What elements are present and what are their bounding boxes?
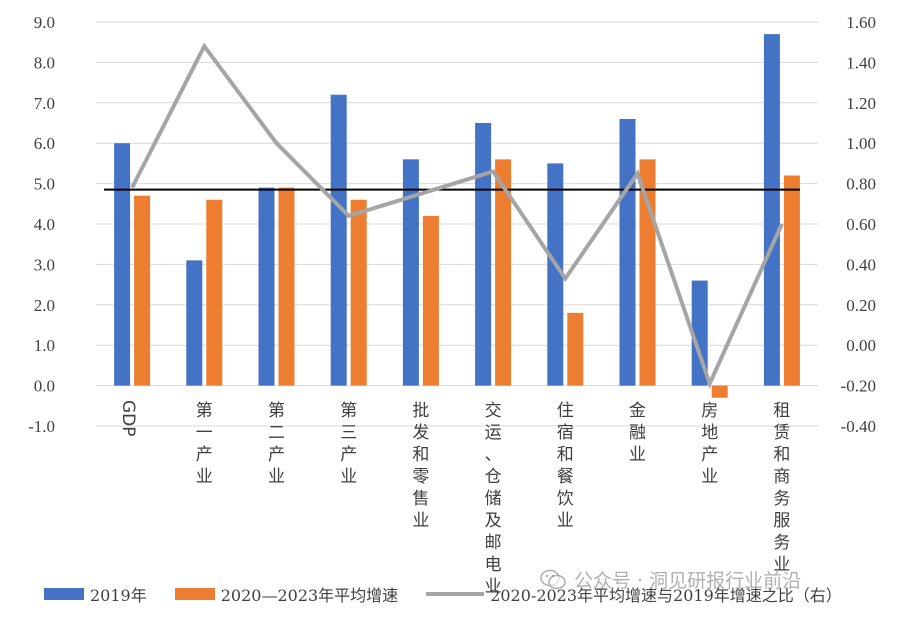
y-left-tick-label: 3.0 [34,255,55,274]
bar [547,163,564,386]
bar [639,159,656,386]
y-left-tick-label: 2.0 [34,296,55,315]
watermark: 公众号 · 洞见研报行业前沿 [540,566,801,593]
watermark-text: 公众号 · 洞见研报行业前沿 [574,570,802,592]
category-label: 交运、仓储及邮电业 [485,401,502,597]
bar [186,260,203,386]
y-left-tick-label: 4.0 [34,215,55,234]
category-label: 第三产业 [340,401,357,487]
legend-item-2019: 2019年 [44,582,147,606]
lines [104,42,800,389]
y-left-tick-label: 8.0 [34,53,55,72]
y-right-tick-label: -0.40 [841,417,876,436]
legend-swatch-blue [44,588,84,600]
category-label: 房地产业 [701,401,718,487]
y-left-tick-label: 7.0 [34,94,55,113]
y-right-tick-label: 1.00 [846,134,876,153]
y-right-tick-label: 0.60 [846,215,876,234]
y-right-tick-label: 0.40 [846,255,876,274]
bar [258,187,275,386]
y-left-tick-label: 6.0 [34,134,55,153]
category-label: 第二产业 [268,401,285,487]
y-right-tick-label: 0.80 [846,175,876,194]
bar [206,199,223,386]
y-right-tick-label: 1.20 [846,94,876,113]
right-axis-ticks: 1.60 1.40 1.20 1.00 0.80 0.60 0.40 0.20 0.00 -0.2… [841,13,876,436]
y-right-tick-label: 0.20 [846,296,876,315]
bar [619,118,636,386]
bar [114,143,131,386]
category-label: 第一产业 [196,401,213,487]
bars [114,34,800,398]
y-right-tick-label: 1.60 [846,13,876,32]
bar [711,385,728,398]
legend: 2019年 2020—2023年平均增速 2020-2023年平均增速与2019… [44,580,870,608]
y-left-tick-label: 1.0 [34,336,55,355]
category-label: 租赁和商务服务业 [773,401,790,575]
bar [134,195,151,386]
bar [475,123,492,386]
y-left-tick-label: 0.0 [34,377,55,396]
legend-label: 2019年 [90,586,147,605]
legend-item-avg: 2020—2023年平均增速 [174,582,399,606]
y-left-tick-label: -1.0 [28,417,55,436]
series-line [130,42,784,389]
bar [350,199,367,386]
bar [422,215,439,386]
left-axis-ticks: 9.0 8.0 7.0 6.0 5.0 4.0 3.0 2.0 1.0 0.0 -1.0 [28,13,55,436]
legend-item-ratio: 2020-2023年平均增速与2019年增速之比（右） [426,582,842,606]
legend-label: 2020-2023年平均增速与2019年增速之比（右） [490,586,842,605]
y-right-tick-label: -0.20 [841,377,876,396]
bar [278,187,295,386]
bar [763,34,780,386]
bar [402,159,419,386]
bar [691,280,708,386]
category-label: 金融业 [629,401,646,465]
y-right-tick-label: 1.40 [846,53,876,72]
category-label: GDP [118,400,138,437]
legend-label: 2020—2023年平均增速 [220,586,399,605]
bar [495,159,512,386]
legend-swatch-gray-line [426,592,485,596]
category-label: 批发和零售业 [412,401,429,531]
bar [783,175,800,386]
y-right-tick-label: 0.00 [846,336,876,355]
y-left-tick-label: 9.0 [34,13,55,32]
wechat-icon [540,569,566,591]
legend-swatch-orange [174,588,215,600]
bar [330,94,347,386]
category-labels: GDP 第一产业 第二产业 第三产业 批发和零售业 交运、仓储及邮电业 住宿和餐饮业 金融业 房… [118,400,790,597]
bar [567,312,584,386]
gridlines [96,21,818,427]
category-label: 住宿和餐饮业 [557,401,574,531]
y-left-tick-label: 5.0 [34,175,55,194]
